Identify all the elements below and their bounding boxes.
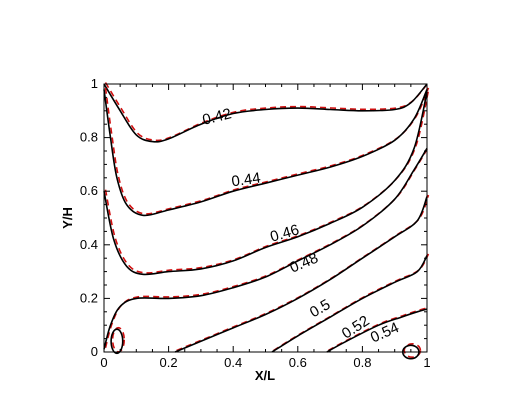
x-tick-label: 0.6: [289, 355, 307, 370]
contour-solid-0_52: [271, 255, 428, 353]
y-axis-title: Y/H: [60, 207, 75, 229]
contour-solid-0_44: [103, 89, 428, 217]
contour-label-0: 0.42: [201, 105, 233, 129]
x-axis-ticks: 0 0.2 0.4 0.6 0.8 1: [100, 84, 431, 370]
contour-lines: [103, 81, 430, 360]
y-tick-label: 0.2: [80, 290, 98, 305]
y-tick-label: 0.6: [80, 183, 98, 198]
contour-loop-dashed-1: [403, 342, 422, 358]
contour-solid-0_54: [326, 308, 428, 353]
x-tick-label: 0.4: [224, 355, 242, 370]
x-tick-label: 1: [423, 355, 430, 370]
contour-label-6: 0.54: [368, 319, 402, 346]
contour-solid-0_46: [103, 91, 428, 276]
contour-solid-0_5: [174, 196, 428, 353]
y-tick-label: 1: [91, 76, 98, 91]
contour-label-5: 0.52: [339, 312, 373, 342]
y-axis-ticks: 0 0.2 0.4 0.6 0.8 1: [80, 76, 427, 359]
y-tick-label: 0.8: [80, 130, 98, 145]
contour-loop-solid-0: [110, 328, 124, 355]
x-tick-label: 0.8: [353, 355, 371, 370]
contour-labels: 0.420.440.460.480.50.520.54: [201, 105, 402, 346]
plot-border: [103, 83, 428, 353]
contour-dashed-0_54: [328, 306, 429, 352]
contour-solid-0_48: [103, 147, 428, 350]
y-tick-label: 0: [91, 344, 98, 359]
x-tick-label: 0: [100, 355, 107, 370]
contour-solid-0_42: [103, 83, 428, 143]
contour-dashed-0_46: [104, 90, 430, 274]
contour-dashed-0_42: [104, 81, 430, 142]
plot-frame: [103, 83, 428, 353]
x-axis-title: X/L: [255, 368, 275, 383]
y-tick-label: 0.4: [80, 237, 98, 252]
contour-label-2: 0.46: [268, 221, 301, 245]
x-tick-label: 0.2: [160, 355, 178, 370]
contour-label-3: 0.48: [287, 250, 321, 277]
contour-label-1: 0.44: [230, 170, 261, 191]
